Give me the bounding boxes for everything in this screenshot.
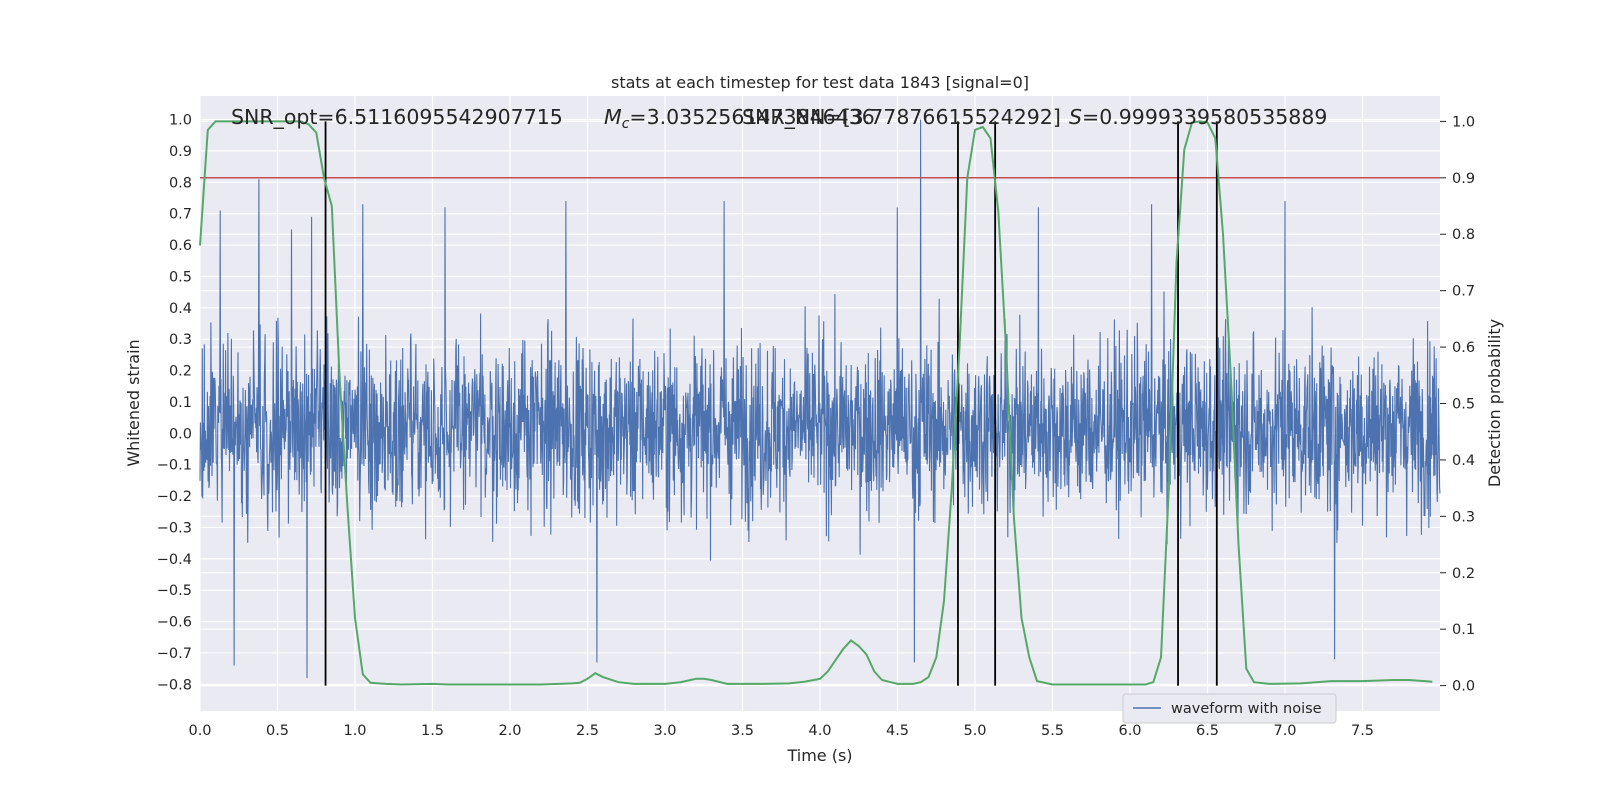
y-axis-label-left: Whitened strain [124,339,143,466]
y-tick-label-right: 0.0 [1452,679,1475,695]
y-tick-label-left: 0.9 [169,144,192,160]
y-tick-label-left: 0.0 [169,426,192,442]
annotation-snr-nn: SNR_NN=[3.7787661552429​2] [742,105,1061,130]
x-tick-label: 0.5 [266,723,289,739]
y-tick-label-right: 1.0 [1452,114,1475,130]
mc-symbol: M [604,105,622,129]
x-tick-label: 2.0 [498,723,521,739]
x-tick-label: 4.5 [886,723,909,739]
chart-title: stats at each timestep for test data 184… [611,73,1029,92]
y-tick-label-left: −0.6 [157,615,192,631]
x-tick-label: 5.5 [1041,723,1064,739]
legend: waveform with noise [1122,693,1337,724]
x-tick-label: 1.5 [421,723,444,739]
mc-subscript: c [622,116,630,132]
y-tick-label-left: −0.3 [157,520,192,536]
y-tick-label-right: 0.4 [1452,453,1475,469]
y-tick-label-right: 0.1 [1452,622,1475,638]
x-tick-label: 3.0 [653,723,676,739]
y-tick-label-left: −0.2 [157,489,192,505]
series-detection-probability [199,120,1433,686]
annotation-chirp-mass: Mc=3.0352561473846436 [604,105,875,132]
x-tick-label: 3.5 [731,723,754,739]
overlay-layer [199,120,1440,686]
mc-value: =3.0352561473846436 [629,105,874,129]
y-tick-label-left: 1.0 [169,113,192,129]
x-axis-label: Time (s) [786,746,852,765]
y-tick-label-left: 0.1 [169,395,192,411]
s-symbol: S [1069,105,1082,129]
y-tick-label-left: 0.4 [169,301,192,317]
y-tick-label-left: −0.8 [157,677,192,693]
y-tick-label-left: 0.8 [169,175,192,191]
y-tick-label-left: −0.7 [157,646,192,662]
y-tick-label-right: 0.3 [1452,509,1475,525]
y-tick-label-left: 0.6 [169,238,192,254]
y-tick-label-right: 0.6 [1452,340,1475,356]
x-tick-label: 6.0 [1118,723,1141,739]
annotation-s: S=0.9999339580535889 [1069,105,1327,129]
y-tick-label-right: 0.8 [1452,227,1475,243]
x-tick-label: 7.5 [1351,723,1374,739]
tick-layer: 0.0 0.5 1.0 1.5 2.0 2.5 3.0 3.5 4.0 4.5 5.0 5.5 6.0 6… [157,113,1475,739]
x-tick-label: 1.0 [343,723,366,739]
x-tick-label: 5.0 [963,723,986,739]
s-value: =0.9999339580535889 [1082,105,1327,129]
x-tick-label: 2.5 [576,723,599,739]
y-tick-label-left: −0.1 [157,458,192,474]
y-tick-label-right: 0.5 [1452,397,1475,413]
legend-box [1122,693,1337,724]
y-tick-label-right: 0.9 [1452,171,1475,187]
y-tick-label-left: 0.7 [169,207,192,223]
y-tick-label-right: 0.7 [1452,284,1475,300]
y-tick-label-left: −0.5 [157,583,192,599]
y-tick-label-left: 0.5 [169,269,192,285]
x-tick-label: 6.5 [1196,723,1219,739]
y-tick-label-left: −0.4 [157,552,192,568]
y-tick-label-left: 0.2 [169,364,192,380]
x-tick-label: 4.0 [808,723,831,739]
y-axis-label-right: Detection probability [1485,319,1504,487]
y-tick-label-left: 0.3 [169,332,192,348]
legend-label-waveform: waveform with noise [1171,701,1322,717]
x-tick-label: 0.0 [188,723,211,739]
y-tick-label-right: 0.2 [1452,566,1475,582]
x-tick-label: 7.0 [1273,723,1296,739]
annotation-snr-opt: SNR_opt=6.5116095542907715 [231,105,563,130]
